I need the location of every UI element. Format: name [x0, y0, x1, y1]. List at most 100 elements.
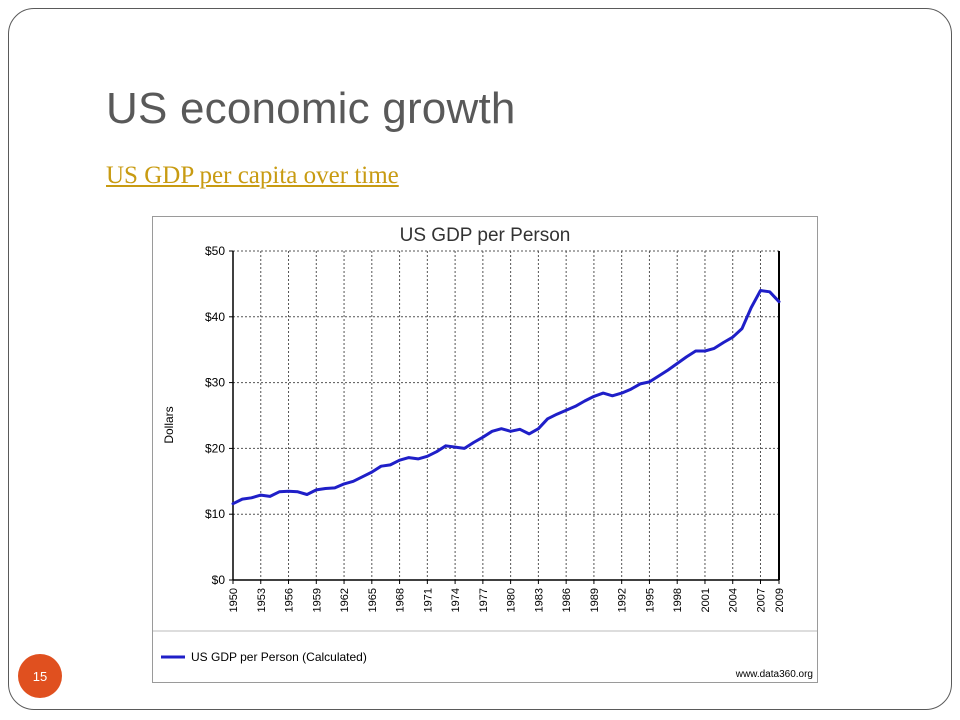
- data-point: [657, 375, 660, 377]
- data-point: [435, 450, 438, 453]
- data-point: [250, 497, 253, 499]
- page-number-badge: 15: [18, 654, 62, 698]
- x-tick-label: 2009: [774, 588, 786, 612]
- data-point: [315, 489, 318, 491]
- data-point: [750, 306, 752, 309]
- x-tick-label: 1950: [228, 588, 240, 612]
- data-point: [241, 498, 244, 500]
- y-axis-label: Dollars: [162, 406, 176, 443]
- y-tick-label: $40: [205, 310, 225, 324]
- data-point: [685, 356, 688, 358]
- data-point: [611, 395, 614, 397]
- data-point: [472, 441, 475, 444]
- x-tick-label: 1974: [450, 588, 462, 612]
- data-point: [371, 471, 373, 473]
- slide-frame: [8, 8, 952, 710]
- data-point: [537, 427, 540, 430]
- x-tick-label: 1977: [478, 588, 490, 612]
- data-point: [426, 455, 429, 458]
- data-point: [454, 446, 456, 448]
- data-point: [482, 436, 484, 438]
- data-point: [463, 447, 466, 450]
- x-tick-label: 1959: [311, 588, 323, 612]
- data-point: [343, 483, 345, 485]
- x-tick-labels: 1950 1953 1956 1959 1962 1965 1968 1971 1974 1977…: [228, 588, 786, 612]
- data-point: [639, 383, 641, 385]
- data-point: [676, 362, 678, 365]
- data-point: [380, 465, 382, 467]
- x-tick-label: 1992: [617, 588, 629, 612]
- data-point: [620, 392, 623, 394]
- data-point: [722, 341, 725, 344]
- data-point: [667, 369, 669, 371]
- data-point: [334, 487, 336, 489]
- data-point: [583, 400, 586, 402]
- x-tick-label: 1983: [533, 588, 545, 612]
- data-point: [630, 388, 632, 390]
- data-point: [361, 475, 364, 478]
- y-tick-label: $0: [212, 573, 226, 587]
- x-tick-label: 1998: [672, 588, 684, 612]
- data-point: [324, 487, 327, 490]
- data-point: [509, 430, 512, 433]
- x-tick-label: 2001: [700, 588, 712, 612]
- x-tick-label: 1956: [284, 588, 296, 612]
- data-point: [445, 445, 447, 447]
- y-tick-label: $20: [205, 441, 225, 455]
- data-point: [500, 427, 503, 430]
- x-tick-label: 1989: [589, 588, 601, 612]
- data-point: [408, 456, 410, 459]
- legend-label: US GDP per Person (Calculated): [191, 650, 367, 664]
- x-tick-label: 1986: [561, 588, 573, 612]
- data-point: [528, 433, 530, 435]
- y-tick-label: $50: [205, 244, 225, 258]
- x-tick-label: 1995: [644, 588, 656, 612]
- data-point: [556, 413, 558, 415]
- series-layer: [231, 289, 781, 506]
- data-point: [352, 480, 355, 483]
- y-tick-labels: $0 $10 $20 $30 $40 $50: [205, 244, 225, 587]
- x-tick-label: 1965: [367, 588, 379, 612]
- data-point: [778, 300, 780, 303]
- data-point: [574, 405, 577, 408]
- data-point: [694, 350, 697, 352]
- data-point: [713, 347, 715, 350]
- data-point: [287, 490, 290, 493]
- data-point: [232, 502, 234, 505]
- chart-svg: US GDP per Person $0 $10 $20 $30 $40 $50 1950…: [153, 225, 817, 680]
- data-point: [260, 494, 262, 496]
- chart-title: US GDP per Person: [400, 225, 571, 246]
- data-point: [297, 491, 299, 493]
- data-point: [398, 459, 401, 461]
- data-point: [741, 327, 743, 330]
- x-tick-label: 2004: [728, 588, 740, 612]
- data-point: [417, 458, 419, 460]
- data-point: [602, 392, 604, 394]
- data-point: [648, 381, 651, 383]
- data-point: [306, 493, 308, 496]
- data-point: [593, 395, 595, 398]
- chart-axes: [229, 250, 780, 584]
- data-point: [546, 418, 549, 420]
- x-tick-label: 2007: [755, 588, 767, 612]
- x-tick-label: 1980: [506, 588, 518, 612]
- x-tick-label: 1953: [256, 588, 268, 612]
- gdp-chart: US GDP per Person $0 $10 $20 $30 $40 $50 1950…: [152, 216, 818, 683]
- data-point: [565, 409, 567, 411]
- data-point: [704, 350, 706, 352]
- x-tick-label: 1971: [422, 588, 434, 612]
- chart-grid: [233, 250, 779, 580]
- x-tick-label: 1968: [395, 588, 407, 612]
- data-point: [519, 428, 521, 431]
- gdp-per-capita-link[interactable]: US GDP per capita over time: [106, 162, 399, 189]
- data-point: [491, 430, 493, 433]
- data-point: [731, 336, 734, 338]
- series-line: [231, 289, 781, 506]
- source-label: www.data360.org: [735, 669, 813, 680]
- y-tick-label: $30: [205, 376, 225, 390]
- slide-title: US economic growth: [106, 84, 516, 133]
- data-point: [759, 289, 762, 292]
- data-point: [768, 291, 771, 293]
- data-point: [389, 464, 392, 466]
- x-tick-label: 1962: [339, 588, 351, 612]
